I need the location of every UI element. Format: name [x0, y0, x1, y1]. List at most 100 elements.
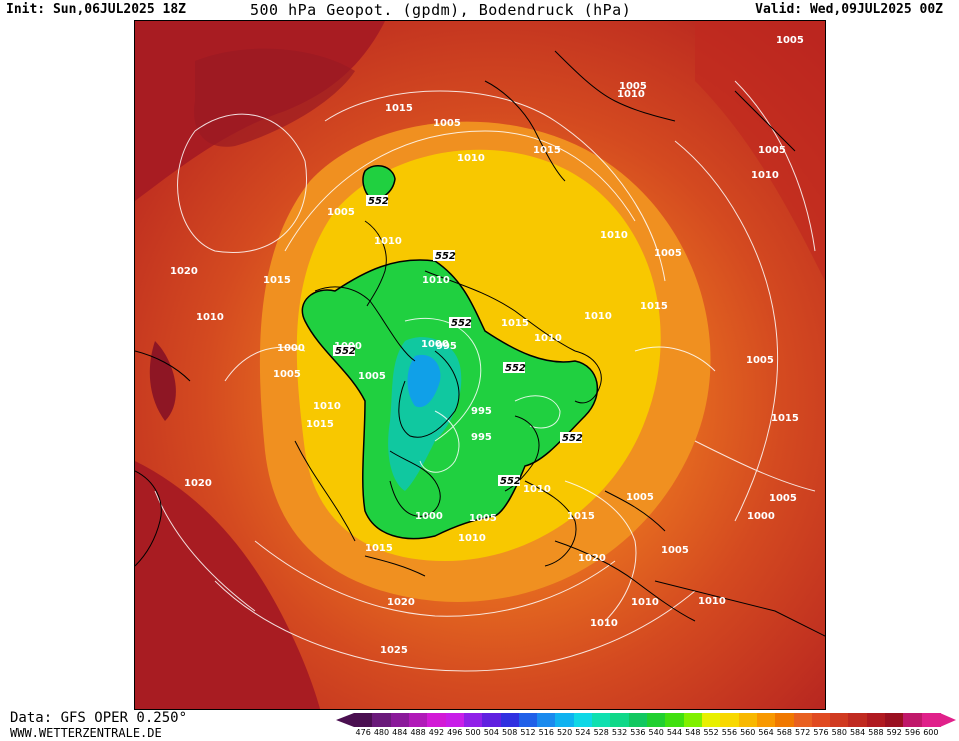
colorbar-tick-label: 544 — [666, 728, 683, 737]
isobar-label: 1015 — [567, 511, 595, 522]
colorbar-segment — [537, 713, 556, 727]
isobar-label: 1010 — [422, 275, 450, 286]
isobar-label: 1010 — [457, 153, 485, 164]
isobar-label: 1020 — [170, 266, 198, 277]
isobar-label: 1020 — [578, 553, 606, 564]
colorbar-tick-label: 508 — [502, 728, 518, 737]
isobar-label: 1005 — [469, 513, 497, 524]
colorbar-tick-label: 564 — [758, 728, 774, 737]
colorbar-tick-label: 480 — [373, 728, 390, 737]
colorbar-segment — [573, 713, 593, 727]
colorbar-segment — [518, 713, 538, 727]
isobar-label: 1015 — [385, 103, 413, 114]
isobar-label: 1005 — [746, 355, 774, 366]
isobar-label: 1010 — [600, 230, 628, 241]
isobar-label: 1010 — [196, 312, 224, 323]
geopotential-label-box — [560, 432, 582, 443]
isobar-label: 1015 — [533, 145, 561, 156]
isobar-label: 1015 — [263, 275, 291, 286]
geopotential-label: 552 — [368, 196, 389, 207]
colorbar-tick-label: 532 — [611, 728, 628, 737]
colorbar-tick-label: 540 — [648, 728, 664, 737]
colorbar-tick-label: 584 — [849, 728, 866, 737]
colorbar-segment — [830, 713, 849, 727]
isobar-label: 995 — [471, 432, 492, 443]
colorbar-segment — [811, 713, 831, 727]
isobar-label: 1010 — [534, 333, 562, 344]
colorbar-segment — [720, 713, 740, 727]
geopotential-label-box — [498, 475, 520, 486]
colorbar-segment — [665, 713, 685, 727]
colorbar-tick-label: 568 — [776, 728, 792, 737]
colorbar-tick-label: 484 — [392, 728, 408, 737]
colorbar-segment — [848, 713, 868, 727]
colorbar-tick-label: 580 — [831, 728, 847, 737]
isobar-label: 1005 — [758, 145, 786, 156]
colorbar-arrow-right — [940, 713, 956, 727]
ridge-core — [194, 48, 355, 147]
isobar-label: 1005 — [273, 369, 301, 380]
western-red-core — [149, 341, 176, 421]
trough-inner — [388, 337, 462, 491]
colorbar-tick-label: 596 — [904, 728, 921, 737]
site-url[interactable]: WWW.WETTERZENTRALE.DE — [10, 726, 162, 740]
colorbar-segment — [738, 713, 758, 727]
coastlines — [135, 50, 825, 637]
isobar-label: 1005 — [619, 81, 647, 92]
valid-time: Valid: Wed,09JUL2025 00Z — [755, 2, 943, 17]
colorbar-segment — [372, 713, 392, 727]
high-geopotential-sw — [135, 461, 320, 709]
isobar-label: 1025 — [380, 645, 408, 656]
colorbar-tick-label: 496 — [447, 728, 463, 737]
ne-zone — [695, 21, 825, 281]
isobar-label: 1010 — [458, 533, 486, 544]
colorbar — [336, 713, 956, 727]
colorbar-segment — [866, 713, 886, 727]
isobar-label: 995 — [471, 406, 492, 417]
isobar-label: 1015 — [501, 318, 529, 329]
colorbar-tick-label: 572 — [795, 728, 811, 737]
geopotential-labels: 552 552 552 552 552 552 552 — [333, 195, 583, 487]
geopotential-label-box — [433, 250, 455, 261]
isobar-label: 1010 — [698, 596, 726, 607]
colorbar-tick-label: 528 — [593, 728, 609, 737]
isobar-label: 1010 — [617, 89, 645, 100]
geopotential-label: 552 — [500, 476, 521, 487]
colorbar-tick-label: 592 — [886, 728, 902, 737]
colorbar-segment — [903, 713, 923, 727]
colorbar-segment — [885, 713, 904, 727]
colorbar-segment — [610, 713, 630, 727]
geopotential-label-box — [503, 362, 525, 373]
isobar-label: 1010 — [631, 597, 659, 608]
isobar-label: 1005 — [776, 35, 804, 46]
isobar-label: 1010 — [751, 170, 779, 181]
isobar-label: 1005 — [327, 207, 355, 218]
colorbar-segment — [592, 713, 611, 727]
colorbar-segment — [482, 713, 501, 727]
isobar-label: 1010 — [313, 401, 341, 412]
colorbar-tick-label: 476 — [355, 728, 371, 737]
isobar-label: 1010 — [590, 618, 618, 629]
isobar-label: 1010 — [584, 311, 612, 322]
isobar-label: 1010 — [523, 484, 551, 495]
isobar-label: 1005 — [654, 248, 682, 259]
weather-map[interactable]: 1005 1010 1015 1005 1010 1015 1005 1010 1010 1005… — [134, 20, 826, 710]
colorbar-tick-label: 516 — [538, 728, 554, 737]
colorbar-tick-label: 588 — [868, 728, 884, 737]
isobar-label: 1000 — [747, 511, 775, 522]
geopotential-label: 552 — [562, 433, 583, 444]
colorbar-tick-label: 600 — [923, 728, 939, 737]
isobar-label: 1005 — [626, 492, 654, 503]
colorbar-arrow-left — [336, 713, 354, 727]
data-source: Data: GFS OPER 0.250° — [10, 710, 188, 726]
colorbar-segment — [427, 713, 447, 727]
geopotential-label: 552 — [335, 346, 356, 357]
isobars — [154, 80, 816, 672]
isobar-label: 1020 — [184, 478, 212, 489]
geopotential-label: 552 — [451, 318, 472, 329]
isobar-label: 1005 — [769, 493, 797, 504]
isobar-label: 1020 — [387, 597, 415, 608]
colorbar-tick-label: 504 — [483, 728, 499, 737]
colorbar-segment — [701, 713, 721, 727]
